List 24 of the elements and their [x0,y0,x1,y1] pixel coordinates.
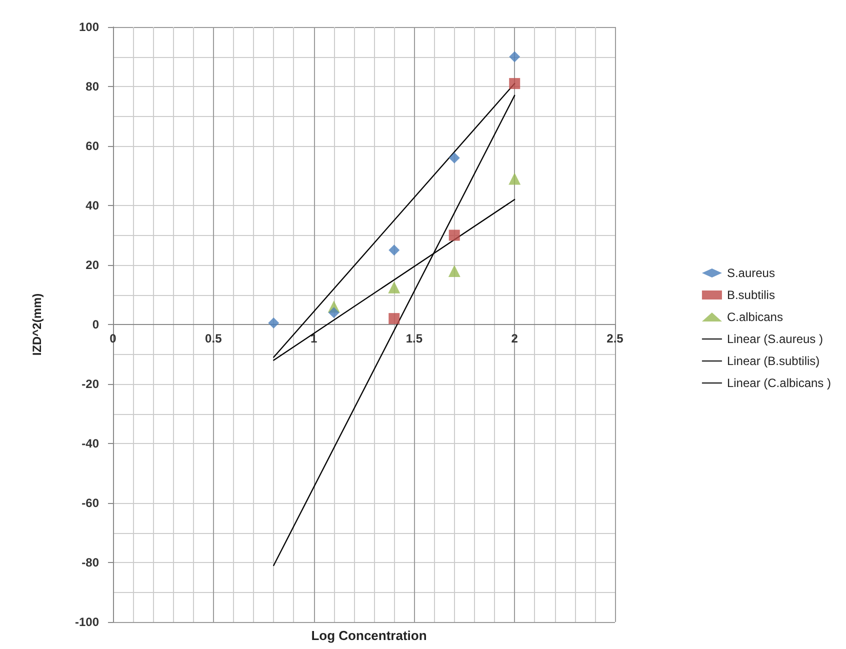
y-tick-label: -80 [82,556,100,570]
x-axis-title: Log Concentration [311,628,427,643]
x-tick-label: 2 [511,332,518,346]
y-tick-label: 20 [86,258,100,272]
legend-label: C.albicans [726,310,783,324]
y-tick-label: 0 [92,318,100,332]
y-tick-label: 100 [78,20,100,34]
y-tick-label: 80 [86,80,100,94]
legend-label: Linear (S.aureus ) [726,332,824,346]
y-tick-label: 40 [86,198,100,212]
x-tick-label: 1.5 [406,332,423,346]
y-axis-title: IZD^2(mm) [30,293,44,356]
y-tick-label: 60 [86,139,100,153]
y-tick-label: -100 [74,615,100,629]
y-tick-label: -20 [82,377,100,391]
legend-label: B.subtilis [726,288,775,302]
legend-label: S.aureus [726,266,775,280]
y-tick-label: -60 [82,496,100,510]
legend-label: Linear (C.albicans ) [726,376,832,390]
y-tick-label: -40 [82,436,100,450]
legend-label: Linear (B.subtilis) [726,354,820,368]
x-tick-label: 2.5 [606,332,624,346]
x-tick-label: 1 [310,332,318,346]
x-tick-label: 0.5 [205,332,222,346]
